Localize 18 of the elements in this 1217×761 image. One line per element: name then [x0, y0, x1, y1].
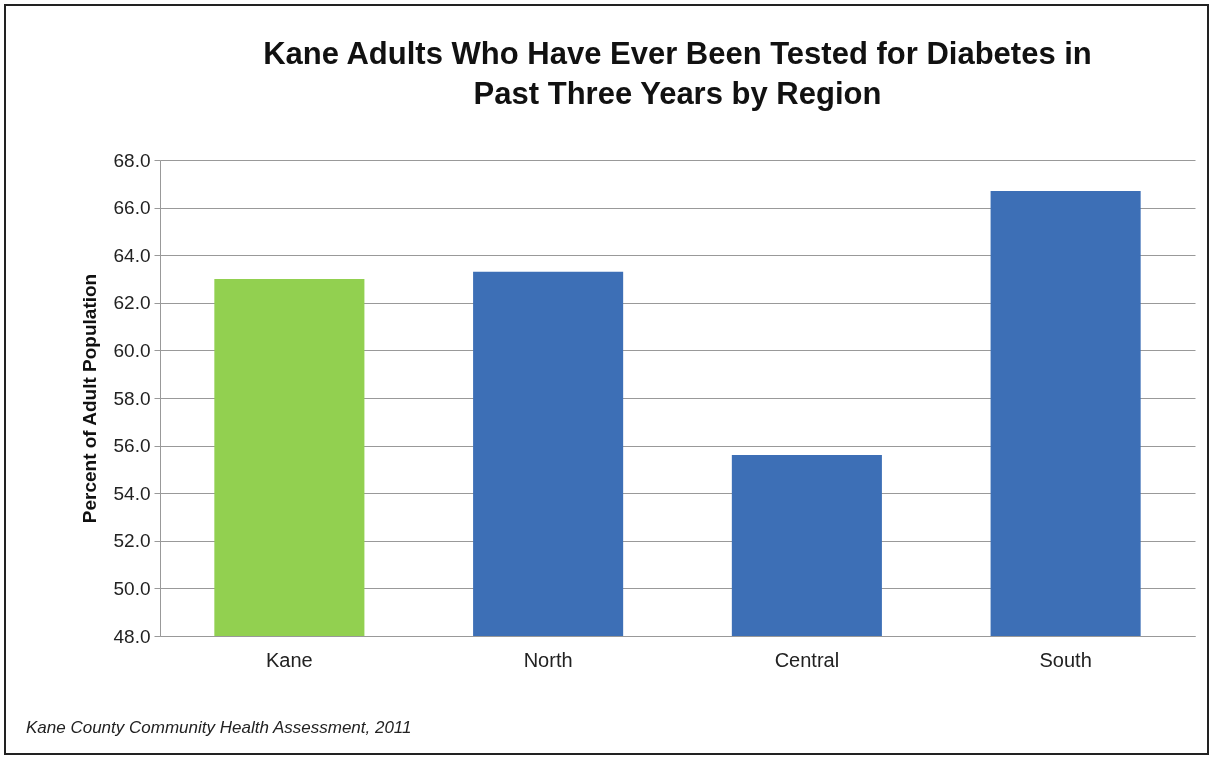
y-tick-label: 68.0	[113, 149, 151, 171]
y-axis-title: Percent of Adult Population	[78, 273, 100, 524]
y-tick-label: 62.0	[113, 292, 151, 314]
x-tick-label: Kane	[266, 648, 313, 671]
y-tick-label: 66.0	[113, 197, 151, 219]
chart-title: Kane Adults Who Have Ever Been Tested for Diabetes in Past Three Years by Region	[263, 36, 1092, 111]
y-tick-label: 54.0	[113, 482, 151, 504]
y-tick-label: 50.0	[113, 577, 151, 599]
x-tick-label: North	[523, 648, 573, 671]
x-tick-label: South	[1039, 648, 1092, 671]
y-tick-label: 48.0	[113, 625, 151, 647]
y-tick-label: 64.0	[113, 244, 151, 266]
text: Kane County Community Health Assessment, 2011	[26, 718, 412, 738]
y-tick-label: 60.0	[113, 339, 151, 361]
y-tick-label: 58.0	[113, 387, 151, 409]
y-tick-label: 56.0	[113, 435, 151, 457]
y-tick-label: 52.0	[113, 530, 151, 552]
x-tick-label: Central	[774, 648, 840, 671]
